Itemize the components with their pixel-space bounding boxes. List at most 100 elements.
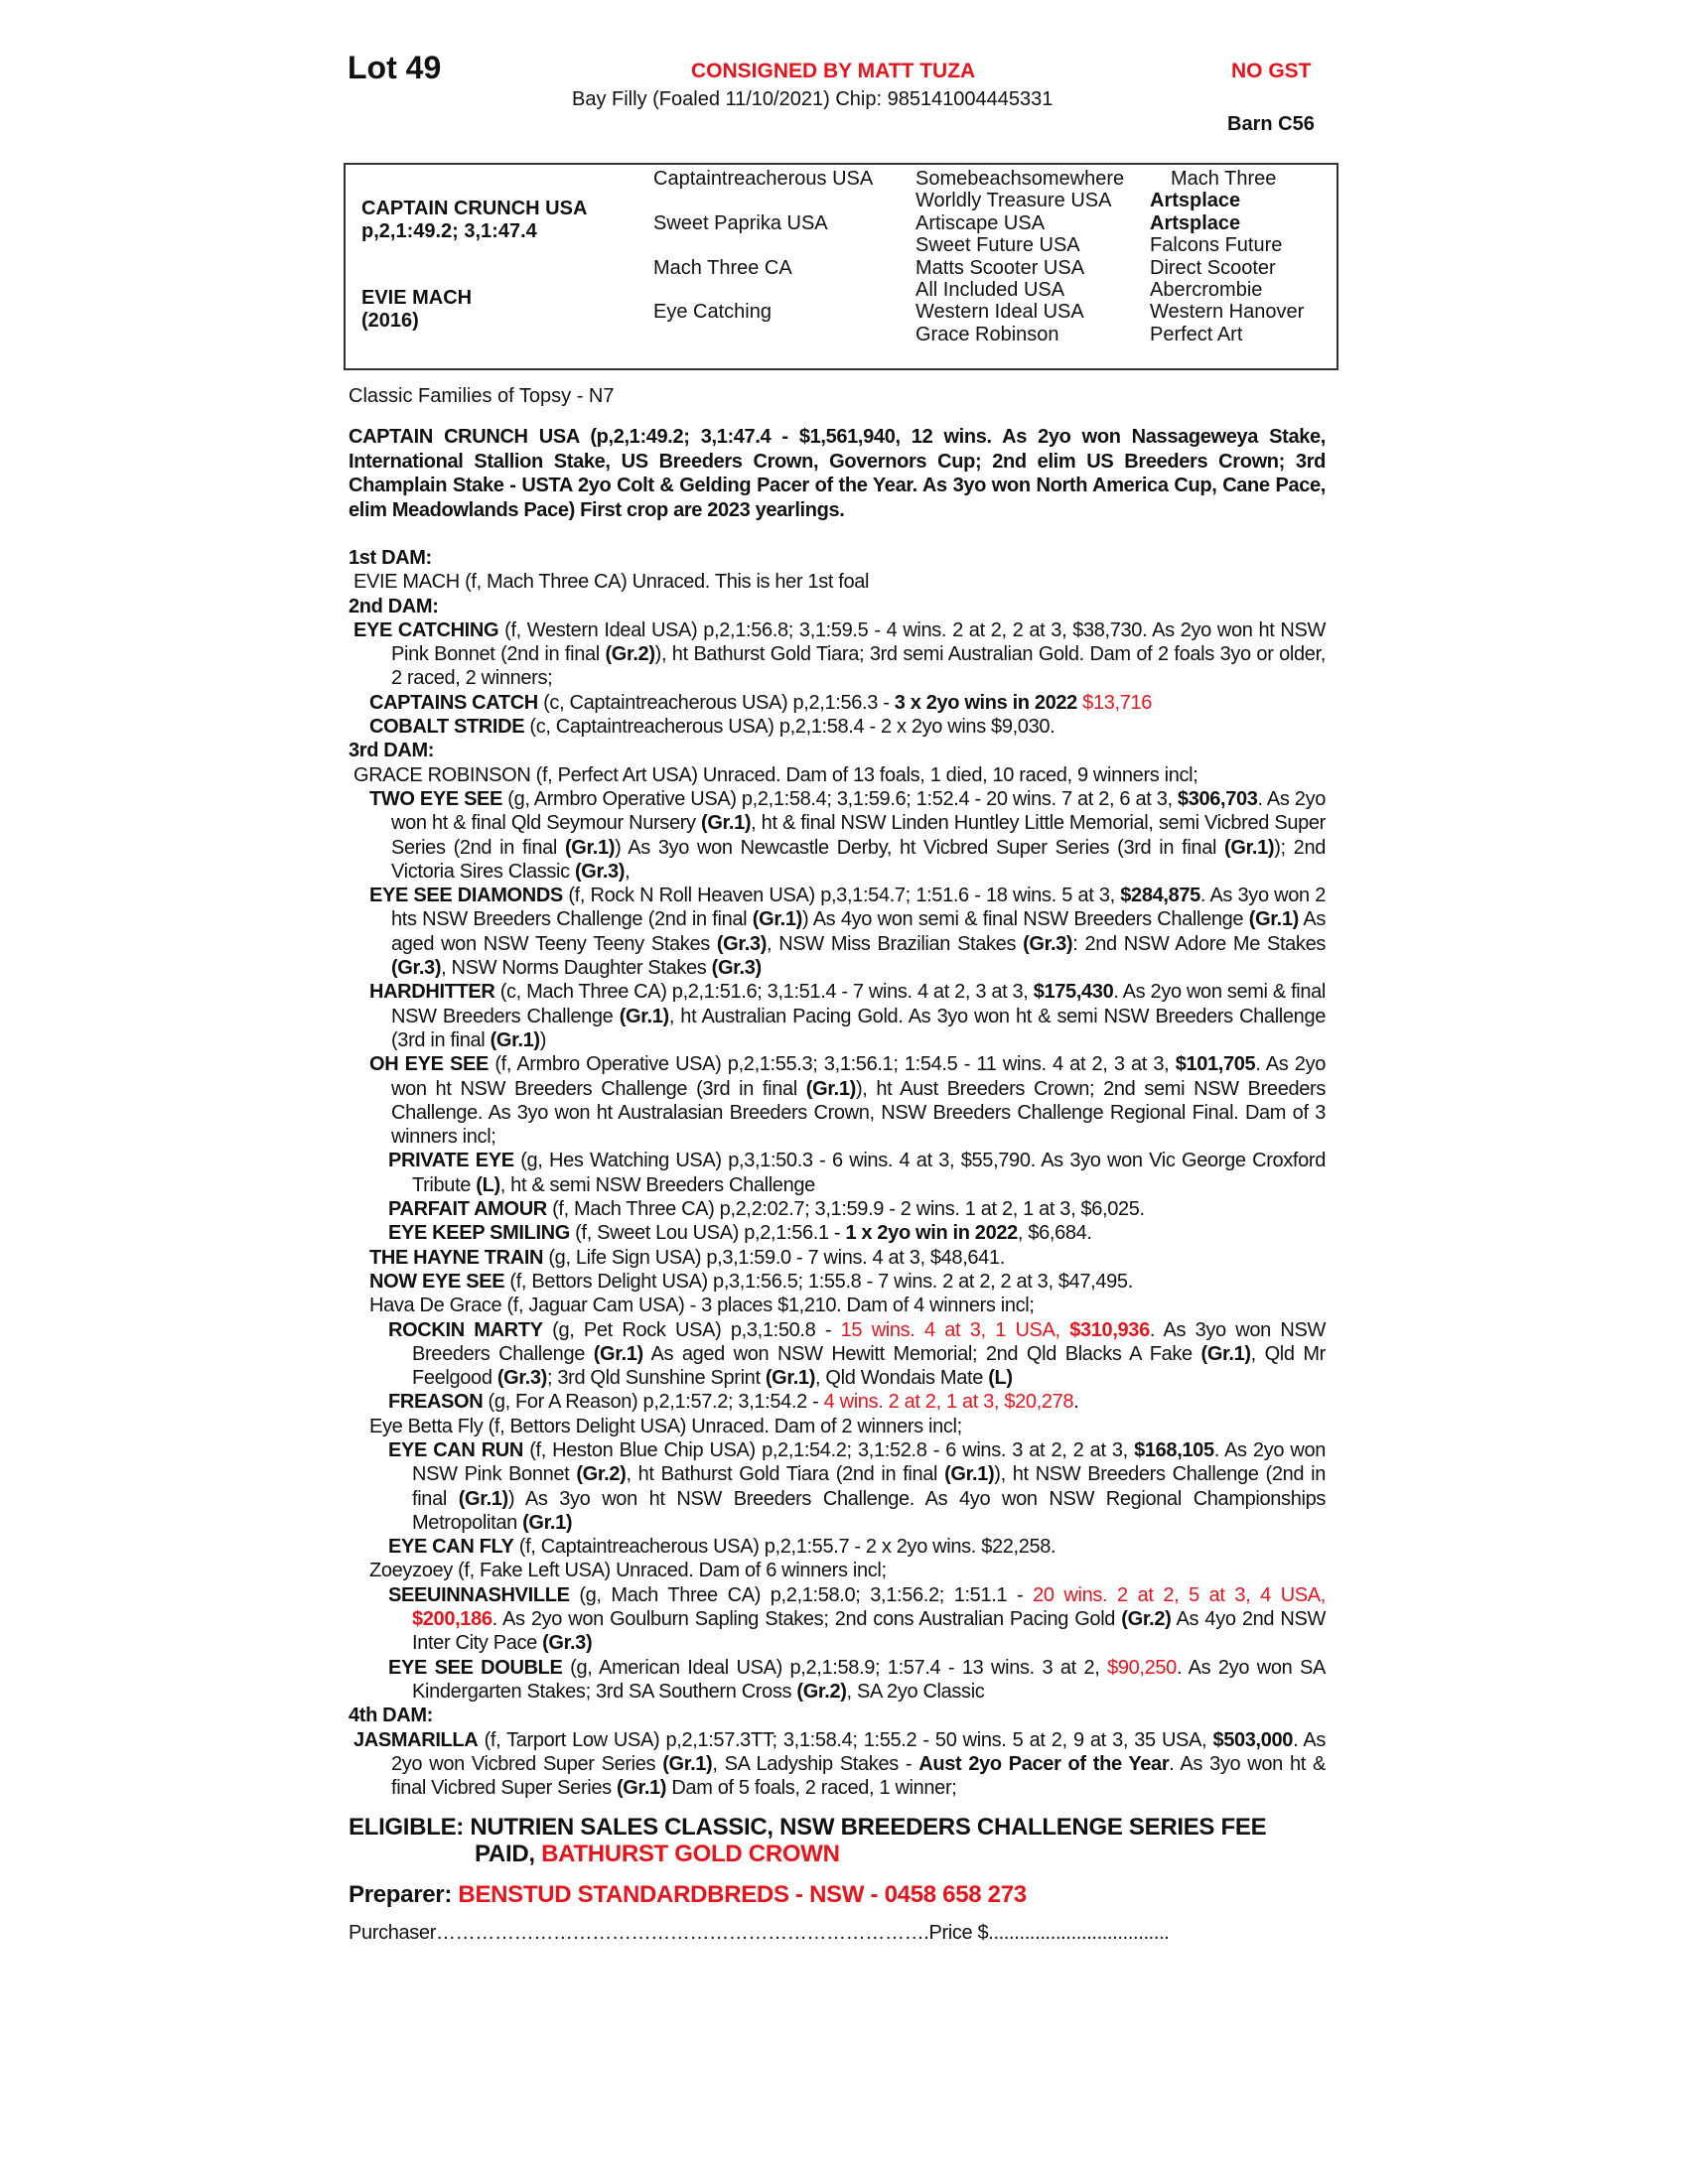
- text-segment: (Gr.3): [1023, 932, 1073, 955]
- text-segment: (Gr.3): [496, 1367, 547, 1390]
- text-segment: $503,000: [1212, 1728, 1294, 1751]
- text-segment: FREASON: [388, 1391, 484, 1414]
- text-segment: (Gr.3): [391, 957, 442, 980]
- text-segment: ): [539, 1028, 547, 1051]
- text-segment: (f, Mach Three CA) p,2,2:02.7; 3,1:59.9 …: [546, 1198, 1145, 1221]
- text-segment: , ht Bathurst Gold Tiara (2nd in final: [626, 1463, 945, 1486]
- text-segment: (f, Bettors Delight USA) p,3,1:56.5; 1:5…: [504, 1270, 1133, 1293]
- text-segment: (g, Armbro Operative USA) p,2,1:58.4; 3,…: [502, 787, 1178, 810]
- text-segment: . As 2yo won SA Kindergarten Stakes; 3rd…: [412, 1656, 1326, 1703]
- pedigree-gen4: Falcons Future: [1150, 234, 1283, 257]
- text-segment: As aged won NSW Teeny Teeny Stakes: [391, 908, 1326, 955]
- pedigree-gen4: Perfect Art: [1150, 323, 1243, 345]
- text-segment: , ht & semi NSW Breeders Challenge: [499, 1173, 815, 1196]
- dam-entry: EVIE MACH (f, Mach Three CA) Unraced. Th…: [349, 570, 1326, 594]
- dam-lines: 1st DAM: EVIE MACH (f, Mach Three CA) Unr…: [349, 546, 1326, 1800]
- text-segment: (Gr.1): [458, 1487, 508, 1510]
- eligibility-line-2: PAID,: [475, 1841, 542, 1868]
- purchase-line: Purchaser………………………………………………………………….Price…: [349, 1921, 1326, 1945]
- text-segment: .: [1073, 1391, 1079, 1414]
- text-segment: (f, Tarport Low USA) p,2,1:57.3TT; 3,1:5…: [478, 1728, 1213, 1751]
- text-segment: EYE CAN RUN: [388, 1438, 523, 1461]
- text-segment: (Gr.1): [662, 1752, 713, 1775]
- pedigree-gen4: Mach Three: [1171, 168, 1277, 190]
- text-segment: . As 3yo won ht & final Vicbred Super Se…: [391, 1752, 1326, 1800]
- text-segment: 4th DAM:: [349, 1705, 433, 1727]
- text-segment: . As 2yo won NSW Pink Bonnet: [412, 1438, 1326, 1486]
- text-segment: As 4yo 2nd NSW Inter City Pace: [412, 1608, 1326, 1655]
- text-segment: (g, For A Reason) p,2,1:57.2; 3,1:54.2 -: [483, 1391, 824, 1414]
- progeny-entry: OH EYE SEE (f, Armbro Operative USA) p,2…: [349, 1052, 1326, 1149]
- text-segment: $90,250: [1107, 1656, 1177, 1679]
- text-segment: CAPTAINS CATCH: [369, 691, 538, 714]
- dam-heading: 4th DAM:: [349, 1704, 1326, 1727]
- text-segment: , SA 2yo Classic: [846, 1680, 985, 1703]
- text-segment: $284,875: [1120, 885, 1200, 907]
- text-segment: ), ht Bathurst Gold Tiara; 3rd semi Aust…: [391, 643, 1326, 690]
- text-segment: 20 wins. 2 at 2, 5 at 3, 4 USA,: [1033, 1583, 1326, 1606]
- text-segment: (Gr.3): [711, 957, 762, 980]
- text-segment: EYE SEE DOUBLE: [388, 1656, 563, 1679]
- text-segment: $175,430: [1033, 981, 1114, 1004]
- dam-name: EVIE MACH: [361, 287, 473, 309]
- text-segment: $306,703: [1177, 787, 1258, 810]
- text-segment: $168,105: [1134, 1438, 1214, 1461]
- text-segment: (Gr.2): [1121, 1608, 1172, 1631]
- text-segment: (g, Hes Watching USA) p,3,1:50.3 - 6 win…: [412, 1150, 1326, 1196]
- text-segment: (Gr.1): [765, 1367, 816, 1390]
- progeny-entry: ROCKIN MARTY (g, Pet Rock USA) p,3,1:50.…: [349, 1318, 1326, 1391]
- text-segment: (Gr.3): [574, 860, 626, 883]
- dam-entry: EYE CATCHING (f, Western Ideal USA) p,2,…: [349, 618, 1326, 691]
- text-segment: Dam of 5 foals, 2 raced, 1 winner;: [666, 1777, 957, 1800]
- barn-location: Barn C56: [1227, 113, 1315, 135]
- text-segment: 1st DAM:: [349, 547, 432, 569]
- text-segment: Zoeyzoey (f, Fake Left USA) Unraced. Dam…: [369, 1560, 887, 1582]
- text-segment: $310,936: [1069, 1318, 1150, 1341]
- progeny-entry: EYE KEEP SMILING (f, Sweet Lou USA) p,2,…: [349, 1221, 1326, 1245]
- progeny-entry: Zoeyzoey (f, Fake Left USA) Unraced. Dam…: [349, 1559, 1326, 1582]
- text-segment: (f, Captaintreacherous USA) p,2,1:55.7 -…: [513, 1536, 1056, 1559]
- text-segment: (f, Western Ideal USA) p,2,1:56.8; 3,1:5…: [391, 618, 1326, 666]
- text-segment: Aust 2yo Pacer of the Year: [918, 1752, 1170, 1775]
- pedigree-gen2: Eye Catching: [653, 301, 772, 324]
- pedigree-table: CAPTAIN CRUNCH USA p,2,1:49.2; 3,1:47.4 …: [344, 163, 1338, 370]
- family-line: Classic Families of Topsy - N7: [349, 385, 615, 407]
- text-segment: 15 wins. 4 at 3, 1 USA,: [840, 1318, 1070, 1341]
- text-segment: GRACE ROBINSON (f, Perfect Art USA) Unra…: [353, 763, 1198, 786]
- text-segment: As aged won NSW Hewitt Memorial; 2nd Qld…: [642, 1342, 1201, 1365]
- pedigree-gen3: Somebeachsomewhere: [915, 168, 1125, 190]
- text-segment: , NSW Miss Brazilian Stakes: [767, 932, 1024, 955]
- progeny-entry: PARFAIT AMOUR (f, Mach Three CA) p,2,2:0…: [349, 1197, 1326, 1221]
- text-segment: COBALT STRIDE: [369, 716, 525, 739]
- dam-heading: 2nd DAM:: [349, 595, 1326, 618]
- progeny-entry: CAPTAINS CATCH (c, Captaintreacherous US…: [349, 691, 1326, 715]
- progeny-entry: SEEUINNASHVILLE (g, Mach Three CA) p,2,1…: [349, 1583, 1326, 1656]
- text-segment: . As 2yo won semi & final NSW Breeders C…: [391, 981, 1327, 1027]
- text-segment: PARFAIT AMOUR: [388, 1198, 547, 1221]
- preparer: Preparer: BENSTUD STANDARDBREDS - NSW - …: [349, 1881, 1326, 1909]
- text-segment: ) As 4yo won semi & final NSW Breeders C…: [801, 908, 1249, 931]
- eligibility: ELIGIBLE: NUTRIEN SALES CLASSIC, NSW BRE…: [349, 1814, 1326, 1867]
- gst-status: NO GST: [1231, 60, 1312, 82]
- text-segment: , ht & final NSW Linden Huntley Little M…: [391, 812, 1326, 859]
- progeny-entry: TWO EYE SEE (g, Armbro Operative USA) p,…: [349, 787, 1326, 884]
- text-segment: ROCKIN MARTY: [388, 1318, 543, 1341]
- dam-entry: JASMARILLA (f, Tarport Low USA) p,2,1:57…: [349, 1728, 1326, 1801]
- text-segment: 2nd DAM:: [349, 595, 439, 617]
- text-segment: (Gr.1): [1200, 1342, 1251, 1365]
- dam-entry: GRACE ROBINSON (f, Perfect Art USA) Unra…: [349, 763, 1326, 787]
- text-segment: (Gr.1): [752, 908, 802, 931]
- pedigree-gen2: Captaintreacherous USA: [653, 168, 874, 190]
- text-segment: ) As 3yo won Newcastle Derby, ht Vicbred…: [615, 836, 1225, 859]
- text-segment: EYE SEE DIAMONDS: [369, 885, 563, 907]
- text-segment: (Gr.1): [593, 1342, 643, 1365]
- text-segment: , $6,684.: [1017, 1222, 1092, 1245]
- progeny-entry: NOW EYE SEE (f, Bettors Delight USA) p,3…: [349, 1270, 1326, 1294]
- text-segment: (c, Captaintreacherous USA) p,2,1:56.3 -: [537, 691, 895, 714]
- text-segment: EYE KEEP SMILING: [388, 1222, 570, 1245]
- text-segment: (g, Mach Three CA) p,2,1:58.0; 3,1:56.2;…: [569, 1583, 1034, 1606]
- text-segment: , SA Ladyship Stakes -: [712, 1752, 919, 1775]
- text-segment: . As 3yo won NSW Breeders Challenge: [412, 1318, 1327, 1365]
- text-segment: (f, Sweet Lou USA) p,2,1:56.1 -: [569, 1222, 846, 1245]
- progeny-entry: EYE SEE DIAMONDS (f, Rock N Roll Heaven …: [349, 884, 1326, 980]
